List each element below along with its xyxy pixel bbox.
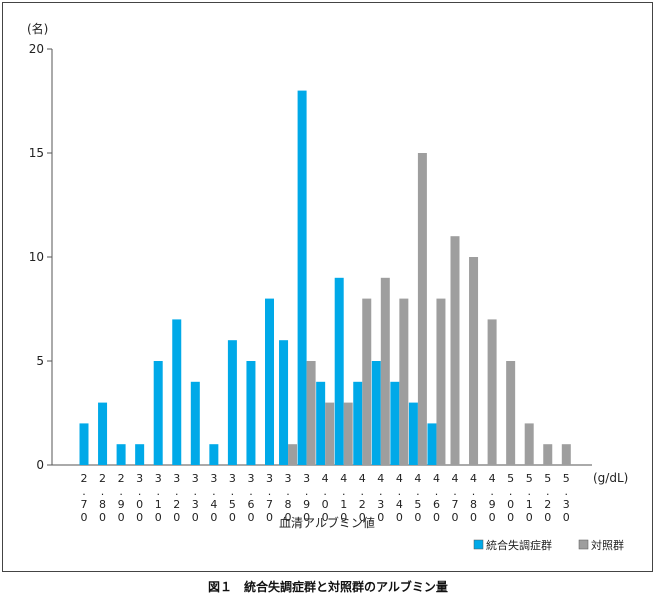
bar-series-1 xyxy=(279,340,289,465)
y-tick-label: 10 xyxy=(29,250,44,264)
y-axis-unit: (名) xyxy=(27,21,48,36)
figure-caption: 図１ 統合失調症群と対照群のアルブミン量 xyxy=(208,580,448,594)
bar-series-2 xyxy=(325,402,335,465)
legend-label-series-1: 統合失調症群 xyxy=(486,538,552,552)
y-tick-label: 20 xyxy=(29,42,44,56)
bar-series-1 xyxy=(316,381,326,465)
bar-series-2 xyxy=(343,402,353,465)
bar-series-1 xyxy=(190,381,200,465)
bar-series-1 xyxy=(227,340,237,465)
bar-series-1 xyxy=(116,444,126,465)
bar-chart: (名) 0 5 10 15 20 2. 7 0 2. 8 0 2. 9 0 3. 0 0 3. 1 0 3. 2 0 3. 3… xyxy=(27,21,628,552)
bar-series-1 xyxy=(153,361,163,465)
bar-series-2 xyxy=(506,361,516,465)
bar-series-1 xyxy=(172,319,182,465)
bar-series-2 xyxy=(450,236,460,465)
x-axis-unit: (g/dL) xyxy=(593,471,628,485)
bar-series-2 xyxy=(380,277,390,465)
bar-series-1 xyxy=(297,90,307,465)
chart-frame xyxy=(2,2,653,572)
bar-series-2 xyxy=(417,153,427,465)
bar-series-1 xyxy=(135,444,145,465)
bar-series-1 xyxy=(334,277,344,465)
bar-series-2 xyxy=(469,257,479,465)
legend-label-series-2: 対照群 xyxy=(591,538,624,552)
legend: 統合失調症群 対照群 xyxy=(473,538,624,552)
bar-series-2 xyxy=(436,298,446,465)
bar-series-1 xyxy=(209,444,219,465)
bar-series-2 xyxy=(543,444,553,465)
bar-series-1 xyxy=(246,361,256,465)
bar-series-2 xyxy=(561,444,571,465)
bar-series-2 xyxy=(399,298,409,465)
bar-series-2 xyxy=(288,444,298,465)
bar-series-1 xyxy=(265,298,274,465)
legend-swatch-series-2 xyxy=(578,539,589,550)
x-axis-title: 血清アルブミン値 xyxy=(279,515,375,530)
y-tick-label: 15 xyxy=(29,146,44,160)
bar-series-2 xyxy=(524,423,534,465)
bar-series-2 xyxy=(306,361,316,465)
legend-swatch-series-1 xyxy=(473,539,484,550)
bar-series-1 xyxy=(390,381,400,465)
bar-series-1 xyxy=(408,402,418,465)
bar-series-1 xyxy=(353,381,363,465)
bar-series-1 xyxy=(427,423,437,465)
bar-series-1 xyxy=(79,423,89,465)
bar-series-1 xyxy=(98,402,108,465)
bar-series-2 xyxy=(487,319,497,465)
y-tick-label: 0 xyxy=(36,458,44,472)
bar-series-1 xyxy=(371,361,381,465)
bar-series-2 xyxy=(362,298,372,465)
y-tick-label: 5 xyxy=(36,354,44,368)
